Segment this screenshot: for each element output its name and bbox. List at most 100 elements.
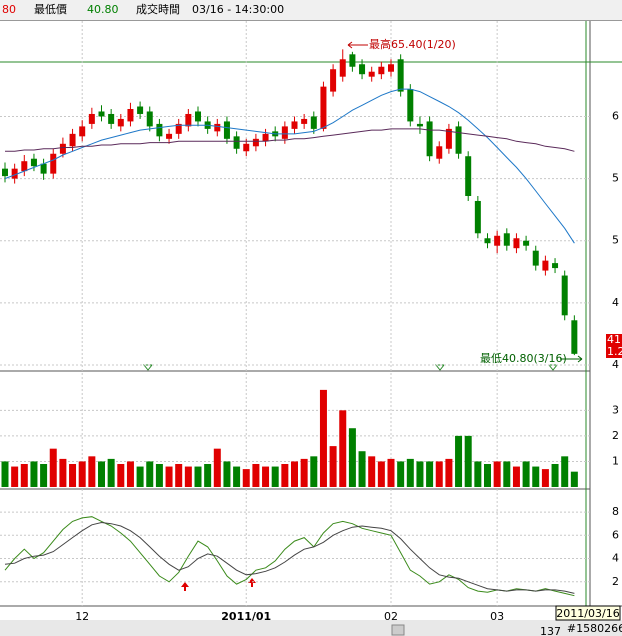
- volume-bar: [522, 461, 530, 487]
- price-tag-label: 1.2: [607, 345, 622, 358]
- candle-body: [388, 64, 394, 72]
- scroll-button[interactable]: [391, 624, 405, 636]
- candle-body: [195, 111, 201, 122]
- candle-body: [252, 138, 259, 147]
- annotation: 最低40.80(3/16): [480, 352, 567, 365]
- candle-body: [513, 238, 520, 249]
- volume-bar: [291, 461, 298, 487]
- candle-body: [310, 116, 317, 129]
- header-item: 最低價: [34, 2, 67, 16]
- y-tick-label: 4: [612, 358, 619, 371]
- candle-body: [50, 153, 57, 174]
- y-tick-label: 5: [612, 172, 619, 185]
- volume-bar: [329, 446, 337, 487]
- volume-bar: [464, 435, 472, 487]
- volume-bar: [20, 464, 28, 487]
- volume-bar: [40, 464, 48, 487]
- candle-body: [243, 143, 250, 152]
- header-item: 40.80: [87, 3, 119, 16]
- volume-bar: [184, 466, 192, 487]
- volume-bar: [165, 466, 173, 487]
- volume-bar: [484, 464, 491, 487]
- candle-body: [407, 89, 414, 122]
- candle-body: [69, 133, 76, 147]
- y-tick-label: 6: [612, 528, 619, 541]
- volume-bar: [387, 458, 395, 487]
- volume-bar: [339, 410, 347, 487]
- candle-body: [127, 109, 134, 122]
- date-label: 2011/03/16: [556, 607, 619, 620]
- candle-body: [378, 66, 385, 75]
- volume-bar: [213, 448, 221, 487]
- volume-bar: [368, 456, 376, 487]
- volume-bar: [561, 456, 569, 487]
- volume-bar: [107, 458, 115, 487]
- candle-body: [359, 64, 366, 75]
- volume-bar: [310, 456, 318, 487]
- volume-bar: [155, 464, 163, 487]
- header-item: 成交時間: [136, 2, 180, 16]
- header-bar: [0, 0, 622, 20]
- x-tick-label: 2011/01: [221, 610, 271, 623]
- line-series: [4, 516, 575, 597]
- volume-bar: [358, 451, 366, 487]
- candle-body: [291, 121, 298, 129]
- y-tick-label: 2: [612, 429, 619, 442]
- candle-body: [11, 168, 18, 179]
- volume-bar: [126, 461, 134, 487]
- candle-body: [21, 161, 28, 172]
- y-tick-label: 5: [612, 234, 619, 247]
- candle-body: [146, 111, 153, 127]
- y-tick-label: 4: [612, 296, 619, 309]
- candle-body: [262, 133, 269, 142]
- volume-bar: [570, 471, 578, 487]
- volume-bar: [416, 461, 424, 487]
- x-tick-label: 03: [490, 610, 504, 623]
- volume-bar: [1, 461, 9, 487]
- volume-bar: [30, 461, 38, 487]
- candle-body: [561, 275, 568, 316]
- volume-bar: [348, 428, 356, 487]
- candle-body: [503, 233, 510, 246]
- volume-bar: [252, 464, 260, 487]
- candle-body: [79, 126, 86, 137]
- volume-bar: [194, 466, 202, 487]
- y-tick-label: 2: [612, 575, 619, 588]
- volume-bar: [426, 461, 434, 487]
- volume-bar: [117, 464, 125, 487]
- candle-body: [185, 113, 192, 127]
- marker: [142, 364, 559, 371]
- candle-body: [339, 59, 346, 77]
- volume-bar: [503, 461, 511, 487]
- annotation: 最高65.40(1/20): [369, 37, 456, 51]
- candle-body: [397, 59, 404, 92]
- date-box: [555, 605, 621, 621]
- candle-body: [301, 118, 308, 124]
- candle-body: [175, 123, 182, 134]
- volume-bar: [406, 458, 414, 487]
- candle-body: [30, 158, 37, 167]
- volume-bar: [49, 448, 57, 487]
- volume-bar: [11, 466, 19, 487]
- annotation-arrow: [347, 41, 368, 49]
- candle-body: [445, 128, 452, 149]
- candle-body: [166, 133, 173, 139]
- candle-body: [88, 113, 95, 124]
- candle-body: [320, 86, 327, 129]
- y-tick-label: 6: [612, 109, 619, 122]
- line-series: [4, 521, 575, 594]
- volume-bar: [474, 461, 482, 487]
- candle-body: [59, 143, 66, 154]
- candle-body: [474, 200, 481, 234]
- line-series: [4, 88, 575, 244]
- volume-bar: [78, 461, 86, 487]
- candle-body: [349, 54, 356, 67]
- volume-bar: [242, 469, 250, 487]
- candle-body: [494, 235, 501, 246]
- candle-body: [233, 136, 240, 149]
- candle-body: [465, 156, 472, 196]
- candle-body: [108, 113, 115, 124]
- volume-bar: [551, 464, 559, 487]
- count-label: 137: [540, 625, 561, 636]
